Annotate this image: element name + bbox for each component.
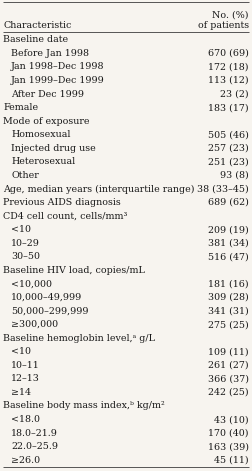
Text: Jan 1998–Dec 1998: Jan 1998–Dec 1998: [11, 62, 105, 72]
Text: 257 (23): 257 (23): [208, 144, 249, 153]
Text: 30–50: 30–50: [11, 252, 40, 261]
Text: Baseline HIV load, copies/mL: Baseline HIV load, copies/mL: [3, 266, 145, 275]
Text: 12–13: 12–13: [11, 374, 40, 383]
Text: 341 (31): 341 (31): [208, 307, 249, 316]
Text: 18.0–21.9: 18.0–21.9: [11, 429, 58, 438]
Text: 109 (11): 109 (11): [208, 347, 249, 356]
Text: Jan 1999–Dec 1999: Jan 1999–Dec 1999: [11, 76, 105, 85]
Text: 10–11: 10–11: [11, 361, 40, 370]
Text: 50,000–299,999: 50,000–299,999: [11, 307, 88, 316]
Text: Before Jan 1998: Before Jan 1998: [11, 49, 89, 58]
Text: After Dec 1999: After Dec 1999: [11, 89, 84, 98]
Text: 689 (62): 689 (62): [208, 198, 249, 207]
Text: 10,000–49,999: 10,000–49,999: [11, 293, 82, 302]
Text: Heterosexual: Heterosexual: [11, 157, 75, 166]
Text: No. (%): No. (%): [212, 11, 249, 20]
Text: 22.0–25.9: 22.0–25.9: [11, 442, 58, 451]
Text: 275 (25): 275 (25): [208, 320, 249, 329]
Text: Baseline hemoglobin level,ᵃ g/L: Baseline hemoglobin level,ᵃ g/L: [3, 333, 155, 343]
Text: 670 (69): 670 (69): [208, 49, 249, 58]
Text: Female: Female: [3, 103, 38, 112]
Text: Baseline date: Baseline date: [3, 35, 68, 44]
Text: ≥14: ≥14: [11, 388, 31, 397]
Text: Injected drug use: Injected drug use: [11, 144, 96, 153]
Text: 10–29: 10–29: [11, 239, 40, 248]
Text: 43 (10): 43 (10): [214, 415, 249, 424]
Text: <18.0: <18.0: [11, 415, 40, 424]
Text: <10,000: <10,000: [11, 279, 52, 288]
Text: 251 (23): 251 (23): [208, 157, 249, 166]
Text: ≥26.0: ≥26.0: [11, 456, 40, 465]
Text: 183 (17): 183 (17): [208, 103, 249, 112]
Text: 516 (47): 516 (47): [208, 252, 249, 261]
Text: Homosexual: Homosexual: [11, 130, 71, 139]
Text: ≥300,000: ≥300,000: [11, 320, 58, 329]
Text: 181 (16): 181 (16): [208, 279, 249, 288]
Text: 113 (12): 113 (12): [208, 76, 249, 85]
Text: CD4 cell count, cells/mm³: CD4 cell count, cells/mm³: [3, 211, 127, 220]
Text: 242 (25): 242 (25): [208, 388, 249, 397]
Text: 261 (27): 261 (27): [208, 361, 249, 370]
Text: Mode of exposure: Mode of exposure: [3, 117, 89, 126]
Text: Baseline body mass index,ᵇ kg/m²: Baseline body mass index,ᵇ kg/m²: [3, 401, 165, 410]
Text: 170 (40): 170 (40): [208, 429, 249, 438]
Text: 23 (2): 23 (2): [220, 89, 249, 98]
Text: <10: <10: [11, 347, 31, 356]
Text: 209 (19): 209 (19): [208, 225, 249, 234]
Text: 366 (37): 366 (37): [208, 374, 249, 383]
Text: 163 (39): 163 (39): [208, 442, 249, 451]
Text: 45 (11): 45 (11): [214, 456, 249, 465]
Text: Characteristic: Characteristic: [3, 21, 71, 30]
Text: <10: <10: [11, 225, 31, 234]
Text: 309 (28): 309 (28): [208, 293, 249, 302]
Text: Previous AIDS diagnosis: Previous AIDS diagnosis: [3, 198, 121, 207]
Text: 38 (33–45): 38 (33–45): [197, 185, 249, 194]
Text: of patients: of patients: [198, 21, 249, 30]
Text: 93 (8): 93 (8): [220, 171, 249, 180]
Text: Other: Other: [11, 171, 39, 180]
Text: Age, median years (interquartile range): Age, median years (interquartile range): [3, 185, 195, 194]
Text: 172 (18): 172 (18): [208, 62, 249, 72]
Text: 505 (46): 505 (46): [208, 130, 249, 139]
Text: 381 (34): 381 (34): [208, 239, 249, 248]
